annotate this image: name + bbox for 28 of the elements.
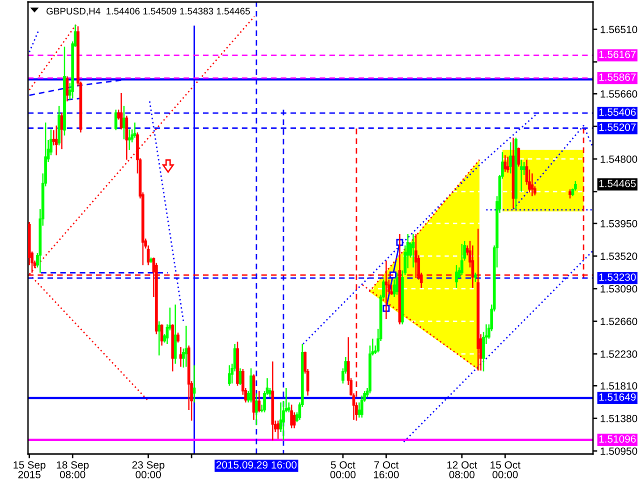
x-tick-label: 15 Oct 00:00 [490,461,520,478]
y-tick-label: 1.56510 [600,26,638,34]
y-tick-label: 1.51810 [600,382,638,390]
y-tick-label: 1.54800 [600,155,638,163]
y-tick-label: 1.52230 [600,350,638,358]
y-tick-label: 1.55660 [600,90,638,98]
ref-line-label: 1.55207 [599,124,636,131]
x-tick-label: 15 Sep 2015 [14,461,46,478]
y-tick-label: 1.51380 [600,414,638,422]
x-tick-label: 5 Oct 00:00 [330,461,356,478]
text: 1.54465 [599,180,636,188]
ref-line-label: 1.51096 [599,435,636,443]
x-tick-label: 12 Oct 08:00 [447,461,478,478]
ref-line-label: 1.55406 [599,108,636,116]
ref-line-label: 1.53230 [599,273,636,281]
y-tick-label: 1.52660 [600,318,638,326]
x-tick-label: 7 Oct 16:00 [374,461,399,478]
y-tick-label: 1.50950 [600,447,638,455]
ref-line-label: 1.55867 [599,73,636,81]
text: GBPUSD,H4 1.54406 1.54509 1.54383 1.54465 [46,8,250,16]
x-tick-label: 23 Sep 00:00 [132,461,164,478]
y-tick-label: 1.53520 [600,252,638,260]
ref-line-label: 2015.09.29 16:00 [216,461,297,469]
x-tick-label: 18 Sep 08:00 [56,461,89,478]
ref-line-label: 1.56167 [599,50,636,58]
y-tick-label: 1.53950 [600,220,638,228]
y-tick-label: 1.53090 [600,285,638,293]
ref-line-label: 1.51649 [599,393,636,401]
